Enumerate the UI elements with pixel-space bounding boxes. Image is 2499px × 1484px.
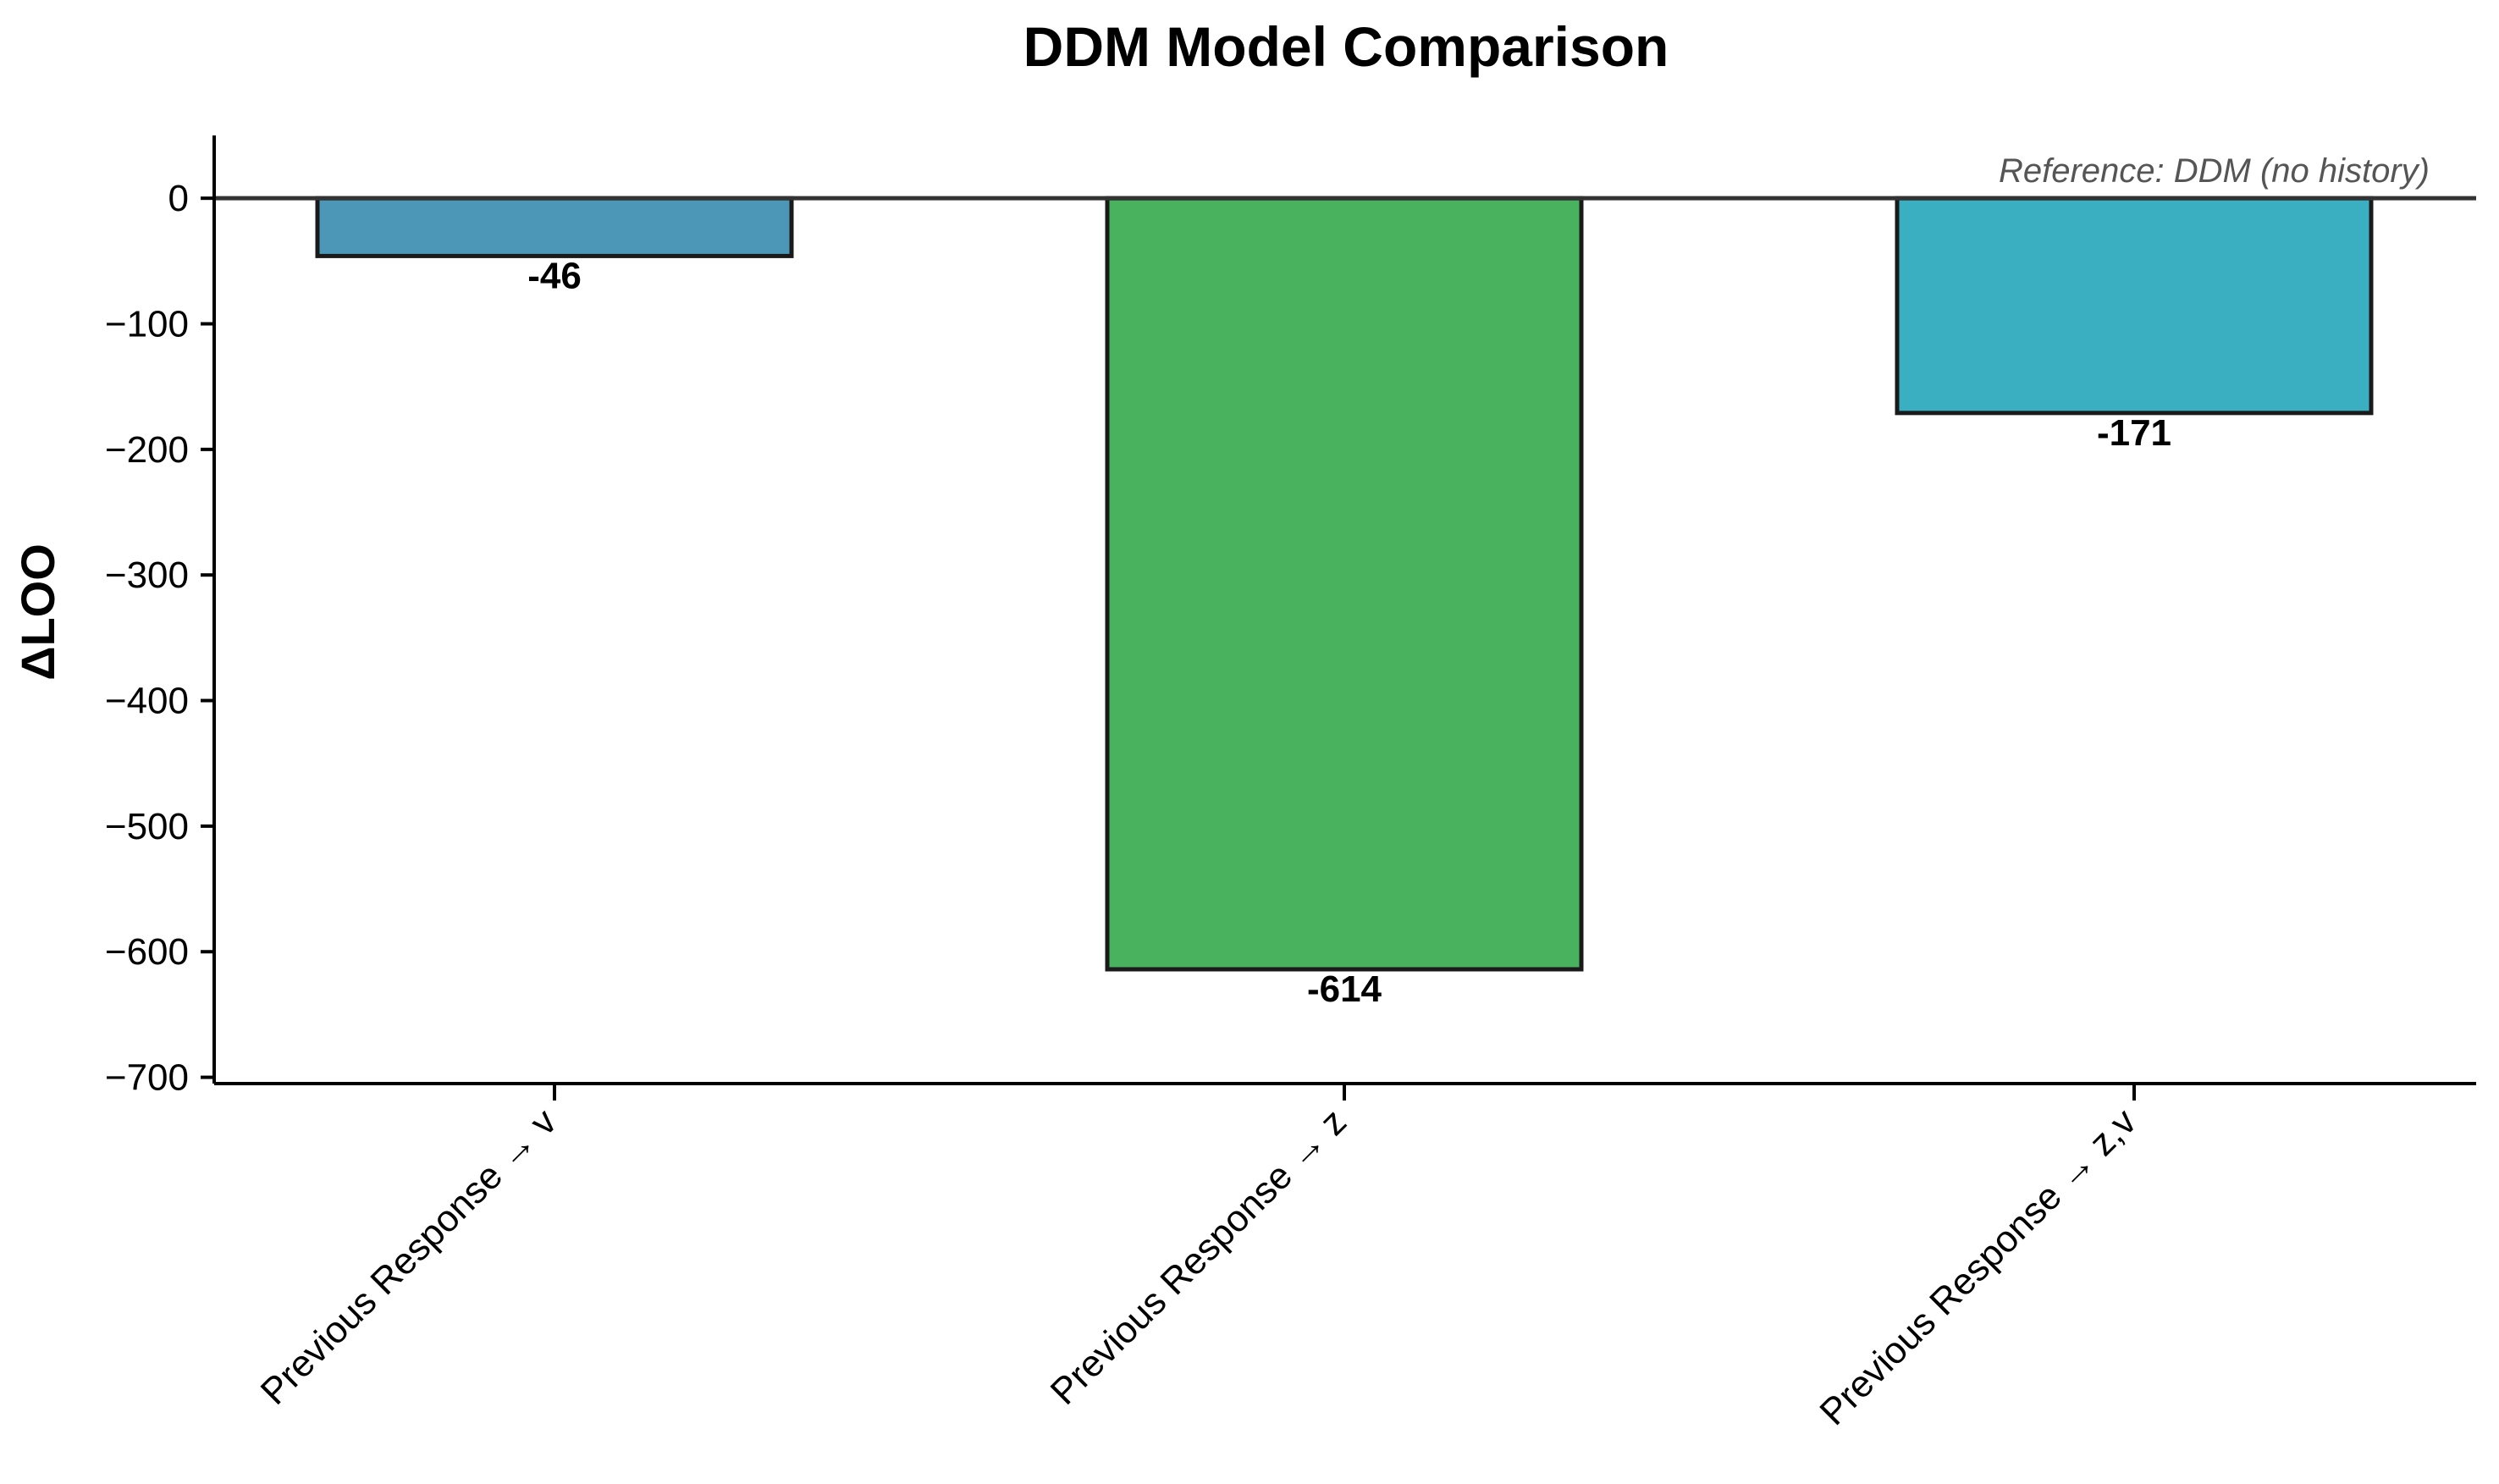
y-axis-ticks: 0 −100 −200 −300 −400 −500 −600 −700 (105, 178, 214, 1099)
bar-value-label: -46 (527, 255, 582, 296)
y-axis-label: ΔLOO (11, 543, 64, 681)
bars (315, 196, 2374, 972)
y-tick-label: −300 (105, 554, 189, 596)
y-tick-label: 0 (168, 178, 189, 219)
y-tick-label: −200 (105, 429, 189, 471)
y-tick-label: −500 (105, 806, 189, 847)
y-tick-label: −100 (105, 304, 189, 345)
x-axis-ticks: Previous Response → v Previous Response →… (253, 1084, 2144, 1433)
bar-1 (315, 196, 794, 258)
bar-2 (1105, 196, 1584, 972)
bar-value-label: -614 (1307, 968, 1382, 1010)
x-tick-label: Previous Response → z (1043, 1101, 1354, 1412)
bar-3 (1895, 196, 2374, 416)
chart-title: DDM Model Comparison (1023, 15, 1669, 78)
reference-annotation: Reference: DDM (no history) (1999, 152, 2430, 190)
x-tick-label: Previous Response → z,v (1812, 1101, 2144, 1433)
x-tick-label: Previous Response → v (253, 1101, 565, 1412)
y-tick-label: −400 (105, 681, 189, 722)
bar-value-label: -171 (2097, 412, 2171, 454)
y-tick-label: −600 (105, 931, 189, 973)
y-tick-label: −700 (105, 1057, 189, 1099)
bar-value-labels: -46 -614 -171 (527, 255, 2171, 1010)
